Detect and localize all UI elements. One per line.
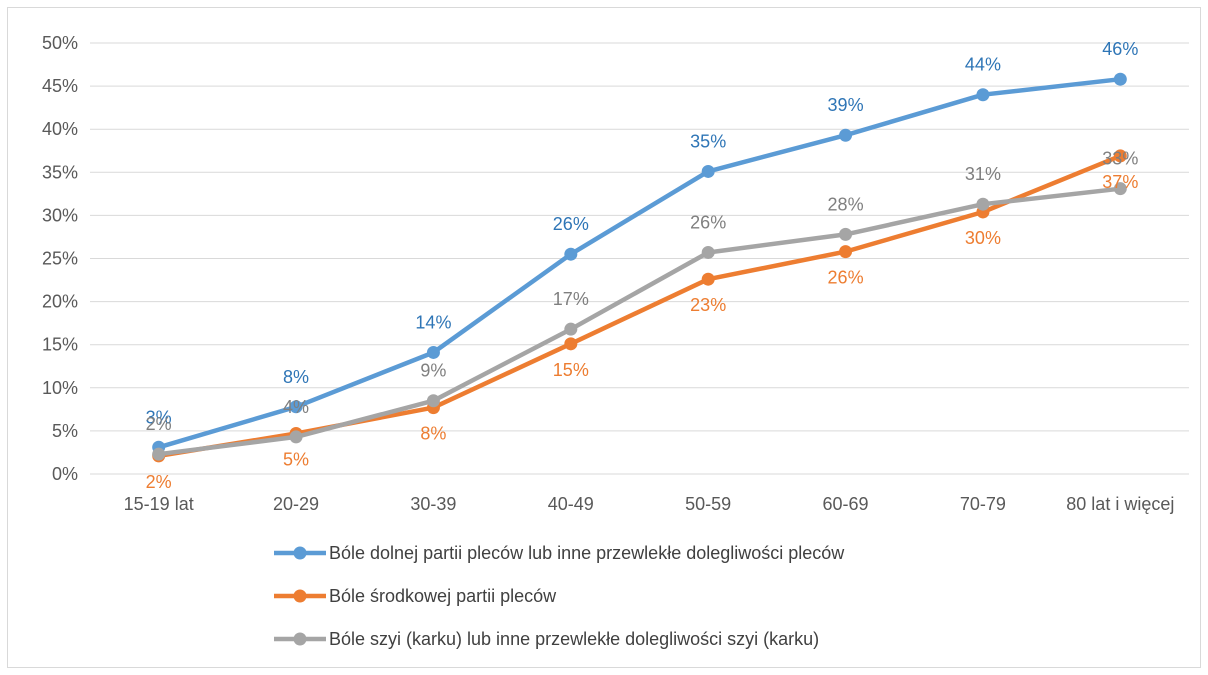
y-tick-label: 45% xyxy=(42,76,78,96)
data-point xyxy=(152,447,166,461)
data-label: 44% xyxy=(965,55,1001,75)
data-label: 26% xyxy=(690,212,726,232)
data-label: 30% xyxy=(965,228,1001,248)
legend-swatch-marker xyxy=(293,546,307,560)
x-tick-label: 60-69 xyxy=(823,494,869,514)
y-tick-label: 35% xyxy=(42,162,78,182)
data-point xyxy=(564,337,578,351)
data-point xyxy=(564,322,578,336)
data-label: 8% xyxy=(283,367,309,387)
data-label: 39% xyxy=(828,95,864,115)
legend-swatch-marker xyxy=(293,632,307,646)
series-lines xyxy=(152,72,1127,463)
y-axis-ticks: 0% 5% 10% 15% 20% 25% 30% 35% 40% 45% 50% xyxy=(42,33,78,484)
data-label: 33% xyxy=(1102,149,1138,169)
data-point xyxy=(1113,182,1127,196)
data-point xyxy=(426,394,440,408)
data-point xyxy=(564,247,578,261)
x-axis-ticks: 15-19 lat 20-29 30-39 40-49 50-59 60-69 70-79 8… xyxy=(124,494,1175,514)
data-point xyxy=(701,245,715,259)
data-point xyxy=(289,400,303,414)
x-tick-label: 80 lat i więcej xyxy=(1066,494,1174,514)
y-tick-label: 5% xyxy=(52,421,78,441)
x-tick-label: 70-79 xyxy=(960,494,1006,514)
data-point xyxy=(426,345,440,359)
legend-item: Bóle dolnej partii pleców lub inne przew… xyxy=(274,543,845,563)
data-label: 35% xyxy=(690,131,726,151)
x-tick-label: 30-39 xyxy=(410,494,456,514)
y-tick-label: 20% xyxy=(42,292,78,312)
data-label: 23% xyxy=(690,295,726,315)
data-label: 15% xyxy=(553,360,589,380)
data-label: 9% xyxy=(420,361,446,381)
series-line xyxy=(156,186,1123,457)
data-point xyxy=(839,128,853,142)
legend-item: Bóle szyi (karku) lub inne przewlekłe do… xyxy=(274,629,819,649)
data-label: 14% xyxy=(415,312,451,332)
gridlines xyxy=(90,42,1189,475)
y-tick-label: 10% xyxy=(42,378,78,398)
data-point xyxy=(1113,149,1127,163)
y-tick-label: 15% xyxy=(42,335,78,355)
data-label: 37% xyxy=(1102,172,1138,192)
line-chart: 0% 5% 10% 15% 20% 25% 30% 35% 40% 45% 50% 15-19 la… xyxy=(42,33,1189,649)
data-label: 46% xyxy=(1102,39,1138,59)
y-tick-label: 30% xyxy=(42,205,78,225)
data-label: 4% xyxy=(283,397,309,417)
legend-label: Bóle szyi (karku) lub inne przewlekłe do… xyxy=(329,629,819,649)
data-point xyxy=(976,88,990,102)
data-label: 2% xyxy=(146,472,172,492)
data-point xyxy=(839,227,853,241)
data-point xyxy=(839,245,853,259)
data-point xyxy=(1113,72,1127,86)
data-label: 2% xyxy=(146,414,172,434)
x-tick-label: 15-19 lat xyxy=(124,494,194,514)
data-label: 5% xyxy=(283,449,309,469)
y-tick-label: 0% xyxy=(52,464,78,484)
legend-label: Bóle dolnej partii pleców lub inne przew… xyxy=(329,543,845,563)
legend: Bóle dolnej partii pleców lub inne przew… xyxy=(274,543,845,649)
legend-item: Bóle środkowej partii pleców xyxy=(274,586,557,606)
data-point xyxy=(701,164,715,178)
data-label: 17% xyxy=(553,289,589,309)
legend-label: Bóle środkowej partii pleców xyxy=(329,586,557,606)
data-label: 26% xyxy=(553,214,589,234)
data-label: 8% xyxy=(420,424,446,444)
data-labels: 3% 8% 14% 26% 35% 39% 44% 46% 2% 5% 8% 15% 23% 26% 30%… xyxy=(146,39,1139,492)
data-label: 3% xyxy=(146,407,172,427)
data-label: 31% xyxy=(965,164,1001,184)
series-line xyxy=(156,76,1123,450)
y-tick-label: 50% xyxy=(42,33,78,53)
chart-frame: 0% 5% 10% 15% 20% 25% 30% 35% 40% 45% 50% 15-19 la… xyxy=(7,7,1201,668)
data-point xyxy=(976,197,990,211)
data-point xyxy=(289,430,303,444)
data-point xyxy=(701,272,715,286)
x-tick-label: 50-59 xyxy=(685,494,731,514)
y-tick-label: 25% xyxy=(42,249,78,269)
x-tick-label: 20-29 xyxy=(273,494,319,514)
legend-swatch-marker xyxy=(293,589,307,603)
data-label: 26% xyxy=(828,268,864,288)
data-label: 28% xyxy=(828,194,864,214)
y-tick-label: 40% xyxy=(42,119,78,139)
x-tick-label: 40-49 xyxy=(548,494,594,514)
